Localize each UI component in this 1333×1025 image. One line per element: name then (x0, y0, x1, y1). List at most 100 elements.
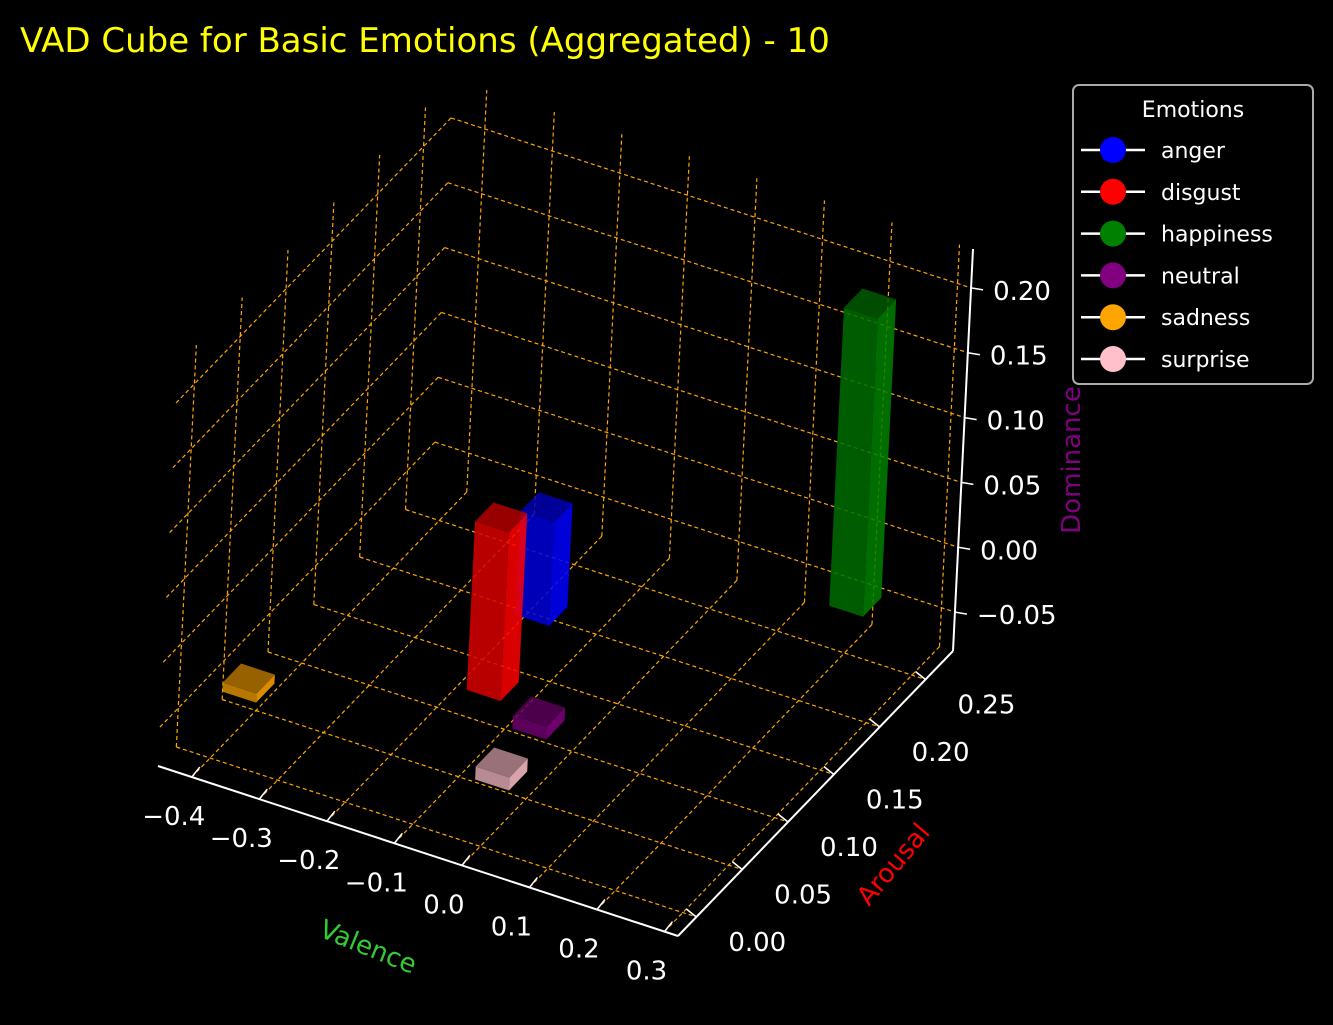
x-tick-label: −0.3 (210, 824, 273, 854)
grid-line (736, 178, 758, 581)
bar-face (863, 299, 897, 617)
grid-line (176, 746, 697, 918)
x-tick (191, 766, 201, 778)
x-tick-label: 0.0 (423, 890, 464, 920)
grid-line (313, 603, 835, 776)
grid-line (596, 624, 873, 910)
z-tick-label: −0.05 (977, 601, 1057, 631)
bar-neutral (512, 696, 566, 740)
legend-item-disgust: disgust (1081, 178, 1241, 206)
grid-line (175, 117, 452, 404)
bar-face (520, 492, 573, 523)
legend-marker (1100, 262, 1126, 289)
y-tick-label: 0.00 (728, 928, 786, 958)
bar-face (829, 307, 878, 617)
legend-item-happiness: happiness (1081, 220, 1273, 248)
z-tick-label: 0.15 (990, 342, 1048, 372)
x-tick (326, 810, 336, 822)
legend-item-neutral: neutral (1081, 262, 1240, 289)
y-tick (731, 860, 743, 871)
grid-line (221, 698, 743, 871)
legend-label: sadness (1161, 306, 1250, 331)
legend-label: surprise (1161, 348, 1250, 373)
x-tick-label: −0.1 (345, 868, 408, 898)
bar-face (475, 766, 510, 791)
grid-line (533, 112, 555, 515)
x-tick-label: 0.3 (626, 957, 667, 987)
legend-marker (1100, 346, 1126, 372)
z-tick (961, 481, 974, 486)
y-tick (869, 718, 881, 728)
bar-disgust (466, 502, 528, 701)
x-tick-label: 0.2 (558, 935, 599, 965)
bar-face (222, 682, 257, 703)
grid-line (267, 651, 789, 823)
grid-line (359, 556, 880, 728)
legend-label: anger (1161, 139, 1226, 164)
grid-line (803, 200, 826, 603)
z-tick (954, 611, 968, 615)
grid-line (175, 344, 197, 748)
grid-line (450, 117, 972, 289)
legend-item-anger: anger (1081, 137, 1226, 164)
bar-face (475, 502, 528, 533)
bars (222, 288, 897, 791)
axes: −0.4−0.3−0.2−0.1 0.0 0.1 0.2 0.3 0.00 0.05 0.10… (142, 248, 1057, 987)
x-tick (663, 921, 674, 933)
legend-label: disgust (1161, 181, 1241, 206)
grid-line (267, 249, 289, 653)
x-tick-label: −0.4 (142, 802, 205, 832)
y-axis-line (677, 650, 954, 937)
bar-face (549, 503, 573, 626)
bar-face (546, 707, 566, 740)
bar-face (844, 288, 897, 319)
legend-marker (1100, 220, 1126, 247)
x-tick (596, 899, 606, 910)
x-tick (258, 788, 268, 800)
y-tick (823, 765, 835, 776)
grid-line (191, 491, 468, 778)
grid-line (466, 90, 488, 493)
x-tick-label: 0.1 (491, 912, 532, 942)
bar-face (222, 663, 275, 694)
z-tick-label: 0.20 (993, 277, 1051, 307)
bar-face (513, 696, 566, 727)
legend-marker (1100, 178, 1126, 205)
x-tick-label: −0.2 (277, 846, 340, 876)
z-tick-label: 0.10 (987, 407, 1045, 437)
bar-sadness (222, 663, 275, 703)
x-tick (528, 876, 539, 888)
grid-line (169, 247, 446, 533)
bar-face (466, 521, 509, 701)
grid-line (601, 134, 623, 537)
legend-item-sadness: sadness (1081, 304, 1250, 331)
grid-line (221, 297, 243, 700)
legend-frame (1072, 84, 1314, 385)
z-tick (970, 287, 984, 291)
x-tick (461, 854, 471, 866)
z-tick (967, 352, 980, 356)
grid-line (162, 376, 439, 663)
x-axis-line (157, 765, 679, 937)
bar-surprise (475, 747, 528, 791)
chart-title: VAD Cube for Basic Emotions (Aggregated)… (20, 21, 830, 61)
grid-line (664, 646, 940, 933)
legend-label: happiness (1161, 223, 1273, 248)
bar-face (475, 747, 528, 778)
grid-line (165, 312, 442, 598)
y-tick (915, 670, 926, 681)
z-axis-label: Dominance (1057, 386, 1087, 534)
y-tick-label: 0.10 (820, 833, 878, 863)
z-tick-label: 0.05 (983, 471, 1041, 501)
legend-title: Emotions (1142, 98, 1244, 123)
y-tick-label: 0.25 (958, 691, 1016, 721)
legend-marker (1100, 137, 1126, 163)
z-tick (964, 416, 977, 421)
legend-item-surprise: surprise (1081, 346, 1250, 373)
z-axis-line (952, 248, 974, 652)
bar-face (512, 715, 547, 740)
grid-line (313, 202, 335, 605)
x-tick (393, 832, 403, 844)
grid-line (668, 156, 690, 559)
